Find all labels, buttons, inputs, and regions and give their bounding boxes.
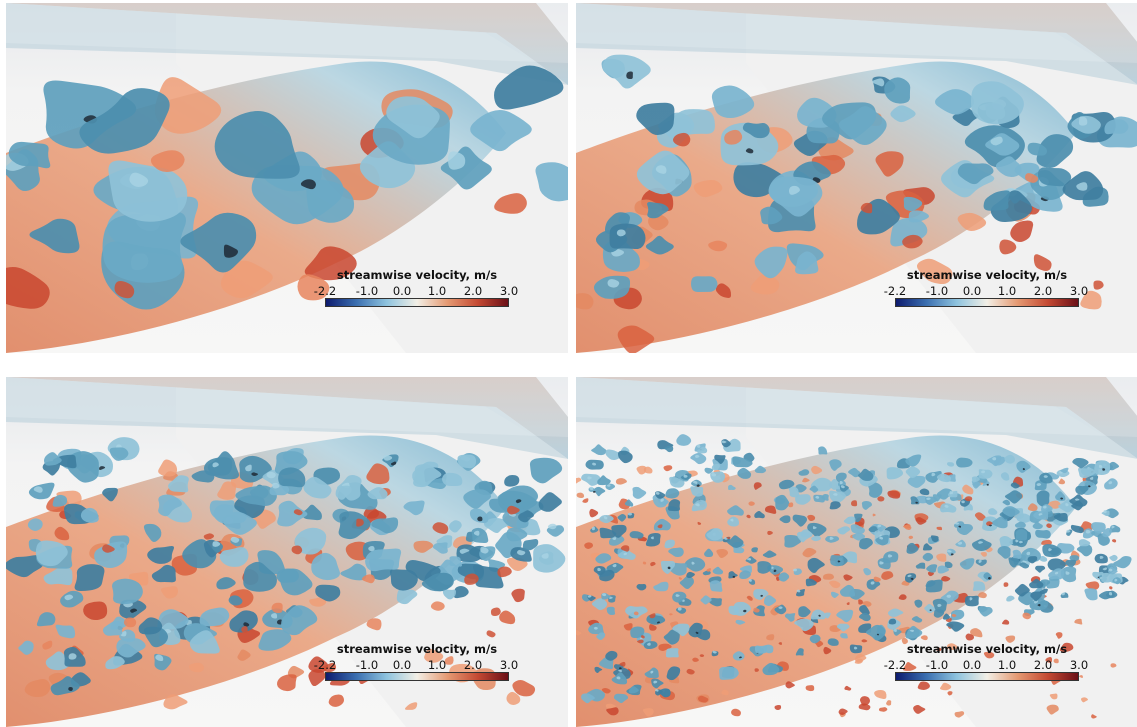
simulation-panel-4: streamwise velocity, m/s -2.2 -1.0 0.0 1… bbox=[576, 377, 1137, 727]
colorbar-tick: 1.0 bbox=[427, 658, 447, 672]
colorbar-tick: -2.2 bbox=[883, 284, 907, 298]
colorbar-tick: 2.0 bbox=[463, 658, 483, 672]
colorbar-tick: 1.0 bbox=[997, 658, 1017, 672]
colorbar-tick: 0.0 bbox=[392, 284, 412, 298]
velocity-isosurface-render bbox=[6, 3, 568, 353]
colorbar-tick-labels: -2.2 -1.0 0.0 1.0 2.0 3.0 bbox=[882, 284, 1092, 298]
velocity-isosurface-render bbox=[6, 377, 568, 727]
colorbar: streamwise velocity, m/s -2.2 -1.0 0.0 1… bbox=[882, 268, 1092, 307]
colorbar: streamwise velocity, m/s -2.2 -1.0 0.0 1… bbox=[312, 642, 522, 681]
colorbar-tick: 0.0 bbox=[392, 658, 412, 672]
colorbar-tick: 2.0 bbox=[463, 284, 483, 298]
colorbar: streamwise velocity, m/s -2.2 -1.0 0.0 1… bbox=[312, 268, 522, 307]
colorbar-gradient bbox=[325, 672, 509, 681]
simulation-panel-1: streamwise velocity, m/s -2.2 -1.0 0.0 1… bbox=[6, 3, 568, 353]
colorbar-tick: 3.0 bbox=[1069, 658, 1089, 672]
colorbar-tick: 0.0 bbox=[962, 284, 982, 298]
colorbar: streamwise velocity, m/s -2.2 -1.0 0.0 1… bbox=[882, 642, 1092, 681]
colorbar-tick-labels: -2.2 -1.0 0.0 1.0 2.0 3.0 bbox=[312, 658, 522, 672]
colorbar-tick: -1.0 bbox=[355, 658, 379, 672]
colorbar-tick: -2.2 bbox=[313, 284, 337, 298]
simulation-panel-3: streamwise velocity, m/s -2.2 -1.0 0.0 1… bbox=[6, 377, 568, 727]
colorbar-gradient bbox=[325, 298, 509, 307]
colorbar-tick: -2.2 bbox=[883, 658, 907, 672]
colorbar-title: streamwise velocity, m/s bbox=[336, 642, 498, 656]
simulation-panel-2: streamwise velocity, m/s -2.2 -1.0 0.0 1… bbox=[576, 3, 1137, 353]
colorbar-tick: 1.0 bbox=[997, 284, 1017, 298]
colorbar-tick: 1.0 bbox=[427, 284, 447, 298]
colorbar-tick: 3.0 bbox=[499, 658, 519, 672]
velocity-isosurface-render bbox=[576, 377, 1137, 727]
colorbar-tick: 3.0 bbox=[1069, 284, 1089, 298]
colorbar-tick: -2.2 bbox=[313, 658, 337, 672]
colorbar-tick: -1.0 bbox=[925, 284, 949, 298]
colorbar-tick: -1.0 bbox=[925, 658, 949, 672]
velocity-isosurface-render bbox=[576, 3, 1137, 353]
colorbar-tick: -1.0 bbox=[355, 284, 379, 298]
colorbar-title: streamwise velocity, m/s bbox=[336, 268, 498, 282]
colorbar-tick: 0.0 bbox=[962, 658, 982, 672]
colorbar-tick: 2.0 bbox=[1033, 658, 1053, 672]
colorbar-tick: 2.0 bbox=[1033, 284, 1053, 298]
colorbar-gradient bbox=[895, 672, 1079, 681]
colorbar-tick-labels: -2.2 -1.0 0.0 1.0 2.0 3.0 bbox=[882, 658, 1092, 672]
colorbar-title: streamwise velocity, m/s bbox=[906, 642, 1068, 656]
colorbar-gradient bbox=[895, 298, 1079, 307]
colorbar-title: streamwise velocity, m/s bbox=[906, 268, 1068, 282]
colorbar-tick: 3.0 bbox=[499, 284, 519, 298]
colorbar-tick-labels: -2.2 -1.0 0.0 1.0 2.0 3.0 bbox=[312, 284, 522, 298]
